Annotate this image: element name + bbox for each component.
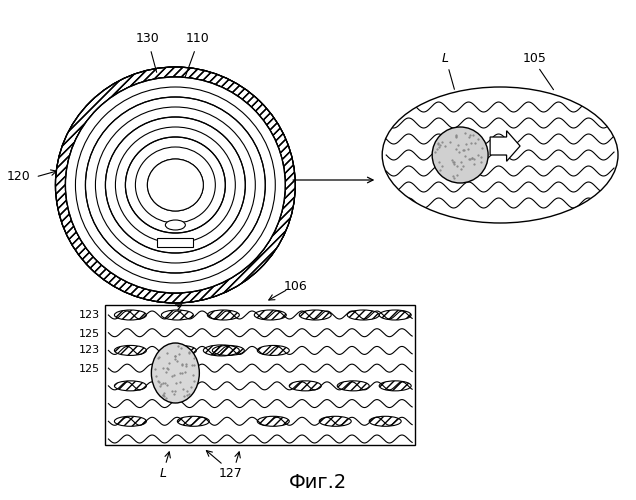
Ellipse shape	[106, 117, 245, 253]
Ellipse shape	[76, 87, 275, 283]
Ellipse shape	[125, 137, 225, 233]
Ellipse shape	[66, 77, 286, 293]
Ellipse shape	[85, 97, 265, 273]
Ellipse shape	[95, 107, 255, 263]
Text: Фиг.2: Фиг.2	[289, 473, 347, 492]
Ellipse shape	[106, 117, 245, 253]
Ellipse shape	[382, 87, 618, 223]
Text: 127: 127	[218, 467, 242, 480]
Ellipse shape	[148, 159, 204, 211]
Ellipse shape	[66, 77, 286, 293]
Text: 125: 125	[80, 364, 100, 374]
Text: L: L	[160, 467, 167, 480]
Text: 130: 130	[135, 32, 159, 45]
Bar	[106, 305, 415, 445]
Text: 106: 106	[284, 280, 307, 293]
Ellipse shape	[115, 127, 235, 243]
Ellipse shape	[55, 67, 295, 303]
Ellipse shape	[151, 343, 199, 403]
Ellipse shape	[85, 97, 265, 273]
Polygon shape	[490, 130, 520, 162]
Ellipse shape	[85, 97, 265, 273]
Text: 110: 110	[186, 32, 209, 45]
Ellipse shape	[135, 147, 216, 223]
Bar	[157, 238, 193, 247]
Ellipse shape	[115, 127, 235, 243]
Text: 120: 120	[7, 170, 31, 183]
Ellipse shape	[432, 127, 488, 183]
Text: 123: 123	[80, 346, 100, 356]
Ellipse shape	[106, 117, 245, 253]
Ellipse shape	[165, 220, 185, 230]
Ellipse shape	[66, 77, 286, 293]
Text: 105: 105	[523, 52, 547, 65]
Ellipse shape	[55, 67, 295, 303]
Ellipse shape	[95, 107, 255, 263]
Ellipse shape	[76, 87, 275, 283]
Text: L: L	[441, 52, 448, 65]
Ellipse shape	[125, 137, 225, 233]
Text: 123: 123	[80, 310, 100, 320]
Text: 125: 125	[80, 328, 100, 338]
Ellipse shape	[125, 137, 225, 233]
